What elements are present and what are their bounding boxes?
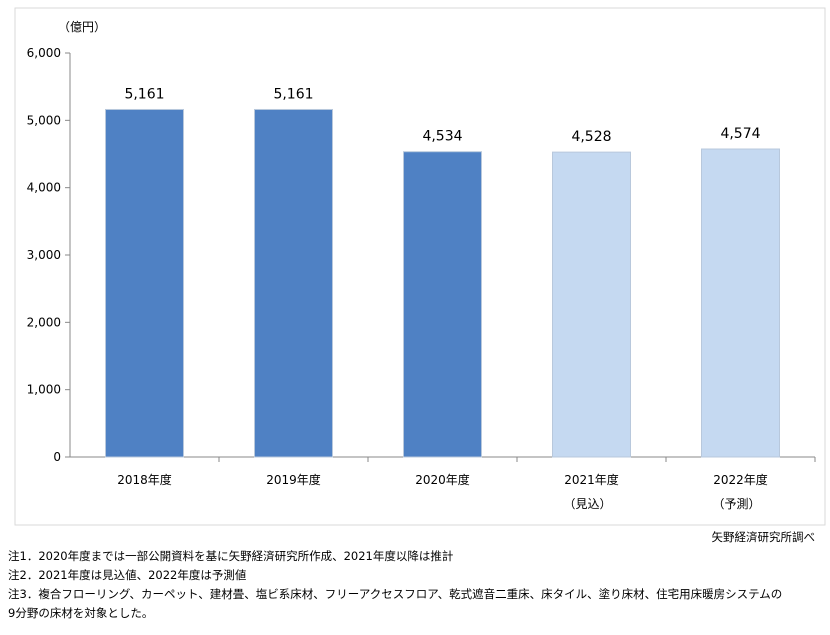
- note: 注1．2020年度までは一部公開資料を基に矢野経済研究所作成、2021年度以降は…: [8, 549, 454, 563]
- x-tick-label: 2018年度: [117, 472, 172, 487]
- note: 注3．複合フローリング、カーペット、建材畳、塩ビ系床材、フリーアクセスフロア、乾…: [8, 587, 783, 601]
- value-label: 4,534: [422, 129, 462, 145]
- bar: [552, 151, 631, 458]
- x-tick-sublabel: （見込）: [563, 497, 611, 511]
- y-tick-label: 1,000: [27, 383, 61, 397]
- y-tick-label: 2,000: [27, 315, 61, 329]
- unit-label: （億円）: [58, 20, 106, 34]
- note: 9分野の床材を対象とした。: [8, 606, 154, 620]
- x-tick-label: 2022年度: [713, 472, 768, 487]
- source: 矢野経済研究所調べ: [712, 530, 816, 544]
- chart: （億円） 矢野経済研究所調べ 0 1,000 2,000 3,000 4,000 5,00…: [14, 7, 826, 544]
- y-tick-label: 3,000: [27, 248, 61, 262]
- y-tick-label: 5,000: [27, 113, 61, 127]
- y-tick-label: 4,000: [27, 181, 61, 195]
- note: 注2．2021年度は見込値、2022年度は予測値: [8, 568, 247, 582]
- x-tick-label: 2019年度: [266, 472, 321, 487]
- bar: [403, 151, 482, 458]
- bar: [701, 148, 780, 458]
- x-tick-label: 2020年度: [415, 472, 470, 487]
- y-tick-label: 0: [53, 450, 61, 464]
- value-label: 5,161: [124, 86, 164, 102]
- x-tick-label: 2021年度: [564, 472, 619, 487]
- bar: [105, 108, 184, 458]
- y-tick-label: 6,000: [27, 46, 61, 60]
- value-label: 4,528: [571, 129, 611, 145]
- value-label: 5,161: [273, 86, 313, 102]
- value-label: 4,574: [720, 126, 760, 142]
- x-tick-sublabel: （予測）: [712, 497, 760, 511]
- bar: [254, 108, 333, 458]
